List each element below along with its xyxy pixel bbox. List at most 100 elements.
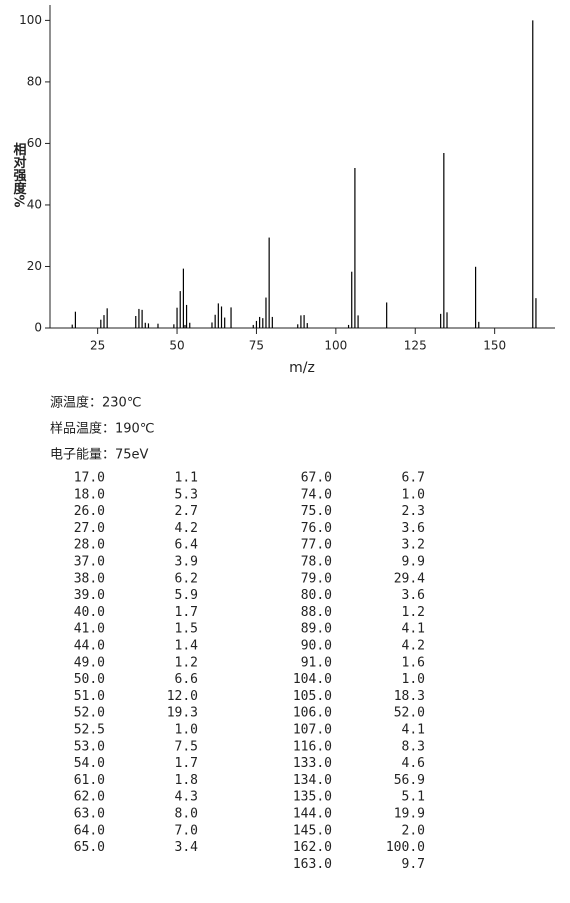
table-cell: 4.2 [402,639,425,654]
table-cell: 90.0 [301,639,332,654]
table-cell: 12.0 [167,689,198,704]
table-cell: 6.2 [175,571,198,586]
table-cell: 7.0 [175,823,198,838]
x-tick-label: 150 [483,339,506,353]
table-cell: 67.0 [301,471,332,486]
table-cell: 9.7 [402,857,425,872]
table-cell: 75.0 [301,504,332,519]
table-cell: 3.2 [402,538,425,553]
table-cell: 63.0 [74,807,105,822]
y-tick-label: 20 [27,259,42,273]
table-cell: 1.0 [402,672,425,687]
table-cell: 5.3 [175,487,198,502]
x-tick-label: 25 [90,339,105,353]
table-cell: 61.0 [74,773,105,788]
table-cell: 4.2 [175,521,198,536]
table-cell: 5.9 [175,588,198,603]
table-cell: 17.0 [74,471,105,486]
table-cell: 52.0 [394,706,425,721]
table-cell: 145.0 [293,823,332,838]
table-cell: 65.0 [74,840,105,855]
table-cell: 53.0 [74,739,105,754]
table-cell: 2.3 [402,504,425,519]
table-cell: 1.2 [175,655,198,670]
table-cell: 2.7 [175,504,198,519]
table-cell: 89.0 [301,622,332,637]
table-cell: 1.0 [175,723,198,738]
y-tick-label: 0 [34,321,42,335]
x-tick-label: 50 [169,339,184,353]
table-cell: 39.0 [74,588,105,603]
table-cell: 19.3 [167,706,198,721]
table-cell: 1.1 [175,471,198,486]
table-cell: 3.4 [175,840,199,855]
table-cell: 163.0 [293,857,332,872]
x-axis-label: m/z [289,360,315,376]
y-axis-label: 相对强度% [11,142,27,208]
table-cell: 52.5 [74,723,105,738]
table-cell: 1.7 [175,605,198,620]
table-cell: 3.9 [175,555,198,570]
table-cell: 6.7 [402,471,425,486]
table-cell: 6.6 [175,672,198,687]
table-cell: 78.0 [301,555,332,570]
table-cell: 1.0 [402,487,425,502]
table-cell: 1.5 [175,622,198,637]
table-cell: 162.0 [293,840,332,855]
table-cell: 2.0 [402,823,425,838]
table-cell: 3.6 [402,588,425,603]
table-cell: 52.0 [74,706,105,721]
table-cell: 4.1 [402,723,425,738]
table-cell: 1.7 [175,756,198,771]
table-cell: 54.0 [74,756,105,771]
table-cell: 50.0 [74,672,105,687]
table-cell: 106.0 [293,706,332,721]
table-cell: 18.0 [74,487,105,502]
y-tick-label: 100 [19,13,42,27]
info-line: 电子能量：75eV [50,448,149,463]
table-cell: 107.0 [293,723,332,738]
x-tick-label: 100 [324,339,347,353]
table-cell: 3.6 [402,521,425,536]
table-cell: 76.0 [301,521,332,536]
table-cell: 40.0 [74,605,105,620]
table-cell: 62.0 [74,790,105,805]
table-cell: 37.0 [74,555,105,570]
table-cell: 38.0 [74,571,105,586]
table-cell: 19.9 [394,807,425,822]
info-line: 样品温度：190℃ [50,421,154,437]
table-cell: 49.0 [74,655,105,670]
table-cell: 6.4 [175,538,199,553]
table-cell: 105.0 [293,689,332,704]
table-cell: 79.0 [301,571,332,586]
table-cell: 1.4 [175,639,199,654]
table-cell: 51.0 [74,689,105,704]
table-cell: 44.0 [74,639,105,654]
table-cell: 7.5 [175,739,198,754]
table-cell: 88.0 [301,605,332,620]
table-cell: 5.1 [402,790,425,805]
table-cell: 134.0 [293,773,332,788]
table-cell: 9.9 [402,555,425,570]
table-cell: 29.4 [394,571,425,586]
table-cell: 18.3 [394,689,425,704]
table-cell: 133.0 [293,756,332,771]
table-cell: 91.0 [301,655,332,670]
table-cell: 1.6 [402,655,425,670]
y-tick-label: 40 [27,197,42,211]
table-cell: 74.0 [301,487,332,502]
info-line: 源温度：230℃ [50,395,141,411]
table-cell: 104.0 [293,672,332,687]
y-tick-label: 60 [27,136,42,150]
table-cell: 56.9 [394,773,425,788]
table-cell: 116.0 [293,739,332,754]
table-cell: 135.0 [293,790,332,805]
table-cell: 27.0 [74,521,105,536]
table-cell: 41.0 [74,622,105,637]
table-cell: 1.2 [402,605,425,620]
table-cell: 100.0 [386,840,425,855]
table-cell: 8.0 [175,807,198,822]
table-cell: 4.1 [402,622,425,637]
table-cell: 64.0 [74,823,105,838]
